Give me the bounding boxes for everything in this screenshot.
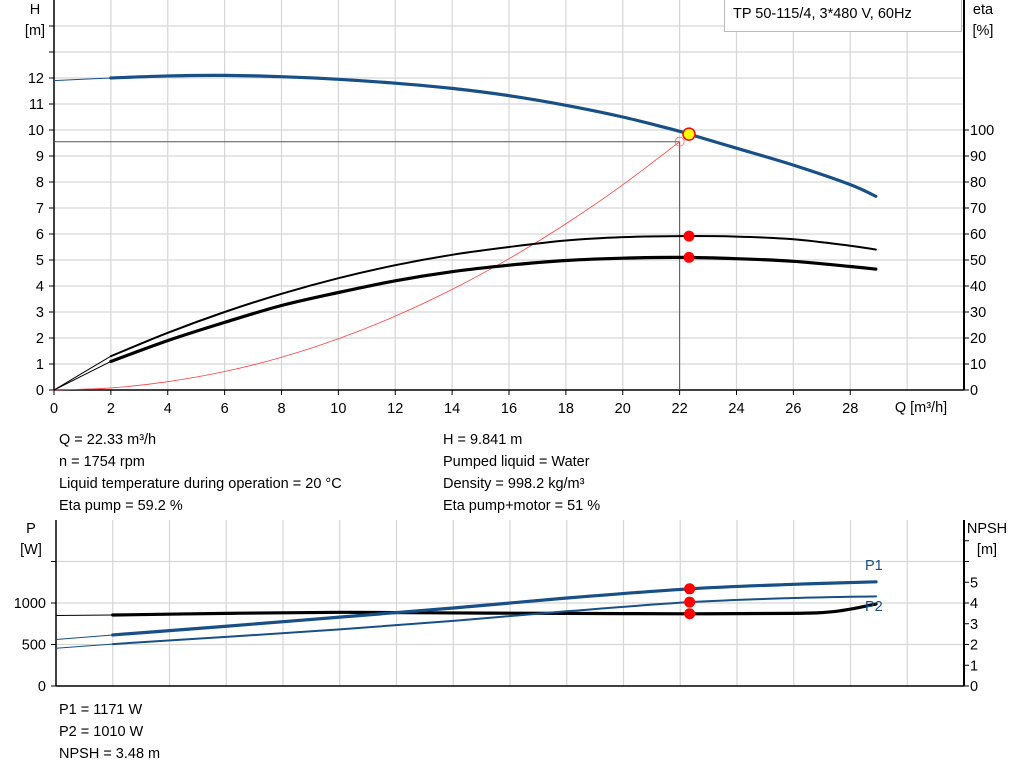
top-y-axis-title: H [m] bbox=[24, 2, 46, 39]
y-tick-label: 4 bbox=[36, 279, 44, 295]
y-tick-label: 12 bbox=[28, 71, 44, 87]
info-npsh: NPSH = 3.48 m bbox=[59, 746, 161, 762]
p2-curve bbox=[111, 595, 878, 646]
x-tick-label: 24 bbox=[728, 401, 744, 417]
eta-pump-curve-extension bbox=[53, 355, 112, 391]
info-temp: Liquid temperature during operation = 20… bbox=[59, 476, 342, 492]
info-density: Density = 998.2 kg/m³ bbox=[443, 476, 585, 492]
duty-point-p2-marker bbox=[684, 596, 696, 608]
duty-point-h-marker bbox=[682, 127, 696, 141]
y2-tick-label: 60 bbox=[970, 227, 986, 243]
p2-curve-extension bbox=[55, 643, 113, 649]
x-tick-label: 10 bbox=[330, 401, 346, 417]
x-tick-label: 18 bbox=[558, 401, 574, 417]
y-tick-label: 500 bbox=[22, 638, 46, 654]
x-tick-label: 28 bbox=[842, 401, 858, 417]
y-tick-label: 8 bbox=[36, 175, 44, 191]
duty-point-p1-marker bbox=[684, 583, 696, 595]
info-n: n = 1754 rpm bbox=[59, 454, 145, 470]
system-point-marker bbox=[674, 136, 685, 147]
x-tick-label: 26 bbox=[785, 401, 801, 417]
chart-legend-pump-model: TP 50-115/4, 3*480 V, 60Hz bbox=[724, 0, 962, 32]
x-tick-label: 20 bbox=[615, 401, 631, 417]
bottom-y-axis-title: P [W] bbox=[20, 521, 42, 558]
y2-tick-label: 80 bbox=[970, 175, 986, 191]
x-tick-label: 0 bbox=[50, 401, 58, 417]
y-tick-label: 3 bbox=[36, 305, 44, 321]
y2-tick-label: 30 bbox=[970, 305, 986, 321]
y-tick-label: 10 bbox=[28, 123, 44, 139]
info-eta-pump-motor: Eta pump+motor = 51 % bbox=[443, 498, 601, 514]
x-tick-label: 4 bbox=[164, 401, 172, 417]
info-eta-pump: Eta pump = 59.2 % bbox=[59, 498, 183, 514]
y2-tick-label: 50 bbox=[970, 253, 986, 269]
p1-curve-label: P1 bbox=[865, 558, 883, 574]
p1-curve-extension bbox=[55, 634, 113, 641]
y2-tick-label: 0 bbox=[970, 679, 978, 695]
p1-curve bbox=[111, 580, 878, 637]
y2-tick-label: 0 bbox=[970, 383, 978, 399]
info-bottom: P1 = 1171 W P2 = 1010 W NPSH = 3.48 m bbox=[59, 699, 160, 765]
x-tick-label: 8 bbox=[277, 401, 285, 417]
info-left: Q = 22.33 m³/h n = 1754 rpm Liquid tempe… bbox=[59, 429, 342, 517]
y-tick-label: 1000 bbox=[14, 596, 46, 612]
h-curve-extension bbox=[53, 77, 111, 82]
y-tick-label: 0 bbox=[36, 383, 44, 399]
eta-pump-motor-curve bbox=[109, 255, 878, 363]
y-tick-label: 9 bbox=[36, 149, 44, 165]
x-tick-label: 22 bbox=[672, 401, 688, 417]
system-curve bbox=[53, 141, 680, 391]
y-tick-label: 6 bbox=[36, 227, 44, 243]
y-tick-label: 7 bbox=[36, 201, 44, 217]
y-tick-label: 0 bbox=[38, 679, 46, 695]
info-p2: P2 = 1010 W bbox=[59, 724, 144, 740]
y2-tick-label: 90 bbox=[970, 149, 986, 165]
top-y2-axis-title: eta [%] bbox=[972, 2, 994, 39]
y-tick-label: 2 bbox=[36, 331, 44, 347]
h-curve bbox=[109, 73, 878, 198]
y2-tick-label: 5 bbox=[970, 575, 978, 591]
y2-tick-label: 70 bbox=[970, 201, 986, 217]
x-tick-label: 14 bbox=[444, 401, 460, 417]
y2-tick-label: 20 bbox=[970, 331, 986, 347]
eta-pump-motor-curve-extension bbox=[53, 360, 112, 391]
y2-tick-label: 3 bbox=[970, 617, 978, 633]
y-tick-label: 11 bbox=[29, 97, 44, 113]
y2-tick-label: 1 bbox=[970, 658, 978, 674]
info-q: Q = 22.33 m³/h bbox=[59, 432, 157, 448]
duty-point-npsh-marker bbox=[684, 608, 696, 620]
p2-curve-label: P2 bbox=[865, 599, 883, 615]
duty-point-eta-pump-marker bbox=[683, 230, 695, 242]
info-p1: P1 = 1171 W bbox=[59, 702, 143, 718]
y-tick-label: 5 bbox=[36, 253, 44, 269]
y2-tick-label: 2 bbox=[970, 638, 978, 654]
y2-tick-label: 10 bbox=[970, 357, 986, 373]
bottom-y2-axis-title: NPSH [m] bbox=[966, 521, 1008, 558]
y-tick-label: 1 bbox=[36, 357, 44, 373]
duty-point-eta-pump-motor-marker bbox=[683, 251, 695, 263]
x-tick-label: 2 bbox=[107, 401, 115, 417]
eta-pump-curve bbox=[109, 235, 877, 358]
y2-tick-label: 100 bbox=[970, 123, 994, 139]
info-right: H = 9.841 m Pumped liquid = Water Densit… bbox=[443, 429, 600, 517]
info-liquid: Pumped liquid = Water bbox=[443, 454, 590, 470]
info-h: H = 9.841 m bbox=[443, 432, 523, 448]
y2-tick-label: 4 bbox=[970, 596, 978, 612]
x-tick-label: 16 bbox=[501, 401, 517, 417]
x-tick-label: 6 bbox=[221, 401, 229, 417]
x-tick-label: 12 bbox=[387, 401, 403, 417]
top-x-axis-title: Q [m³/h] bbox=[894, 400, 948, 416]
y2-tick-label: 40 bbox=[970, 279, 986, 295]
